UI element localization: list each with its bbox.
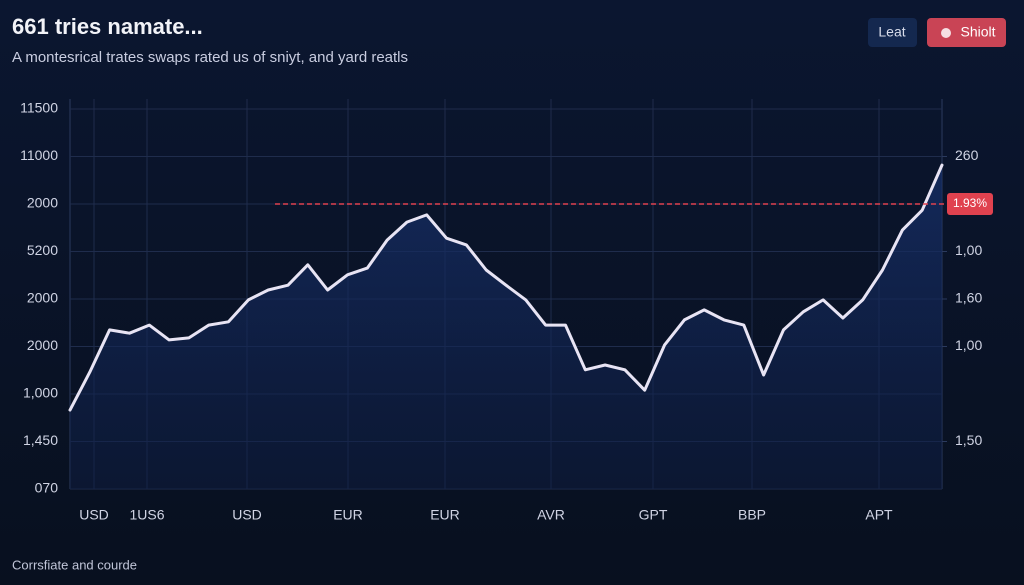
x-tick-label: EUR bbox=[430, 507, 460, 523]
x-tick-label: USD bbox=[79, 507, 109, 523]
y-tick-label: 2000 bbox=[27, 290, 58, 306]
button-shiolt[interactable]: Shiolt bbox=[927, 18, 1006, 47]
y-tick-label: 5200 bbox=[27, 242, 58, 258]
y2-tick-label: 1,60 bbox=[955, 290, 982, 306]
title: 661 tries namate... bbox=[12, 14, 203, 39]
y-tick-label: 11500 bbox=[20, 100, 58, 116]
y-tick-label: 1,450 bbox=[23, 432, 58, 448]
footer: Corrsfiate and courde bbox=[12, 557, 137, 572]
x-tick-label: GPT bbox=[639, 507, 668, 523]
subtitle: A montesrical trates swaps rated us of s… bbox=[12, 49, 408, 66]
x-tick-label: EUR bbox=[333, 507, 363, 523]
annotation-label: 1.93% bbox=[953, 196, 987, 210]
y-tick-label: 2000 bbox=[27, 195, 58, 211]
button-label[interactable]: Shiolt bbox=[960, 24, 995, 40]
y-tick-label: 2000 bbox=[27, 337, 58, 353]
y2-tick-label: 1,50 bbox=[955, 432, 982, 448]
x-tick-label: BBP bbox=[738, 507, 766, 523]
x-tick-label: APT bbox=[865, 507, 893, 523]
x-tick-label: 1US6 bbox=[129, 507, 164, 523]
button-icon[interactable] bbox=[941, 28, 951, 38]
button-label[interactable]: Leat bbox=[878, 24, 905, 40]
area bbox=[70, 165, 942, 489]
y2-tick-label: 260 bbox=[955, 147, 979, 163]
y-tick-label: 1,000 bbox=[23, 385, 58, 401]
button-bg[interactable] bbox=[927, 18, 1006, 47]
y-tick-label: 11000 bbox=[20, 147, 58, 163]
line bbox=[68, 163, 944, 412]
button-leat[interactable]: Leat bbox=[868, 18, 917, 47]
annotation-badge bbox=[947, 193, 993, 215]
button-bg[interactable] bbox=[868, 18, 917, 47]
y-tick-label: 070 bbox=[35, 480, 59, 496]
y2-tick-label: 1,00 bbox=[955, 337, 982, 353]
y2-tick-label: 1,00 bbox=[955, 242, 982, 258]
x-tick-label: AVR bbox=[537, 507, 565, 523]
x-tick-label: USD bbox=[232, 507, 262, 523]
